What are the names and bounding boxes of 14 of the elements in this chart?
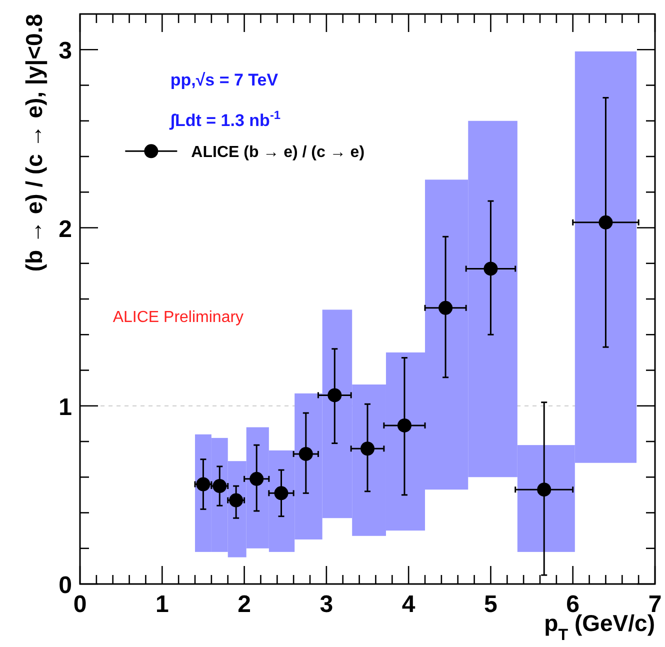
x-tick-label: 4 (402, 591, 416, 618)
annotation: ∫Ldt = 1.3 nb$^{-1}$ (168, 108, 281, 130)
y-tick-label: 3 (58, 38, 72, 65)
annotation: pp,√s = 7 TeV (170, 70, 279, 90)
y-axis-title: (b → e) / (c → e), |y|<0.8 (21, 14, 48, 272)
x-tick-label: 3 (320, 591, 334, 618)
annotation: ALICE Preliminary (112, 309, 244, 326)
y-tick-label: 1 (58, 394, 72, 421)
x-tick-label: 2 (238, 591, 251, 618)
legend-label: ALICE (b → e) / (c → e) (191, 144, 365, 162)
x-tick-label: 1 (155, 591, 169, 618)
y-tick-label: 2 (58, 216, 72, 243)
y-tick-label: 0 (58, 572, 72, 599)
x-tick-label: 5 (484, 591, 498, 618)
